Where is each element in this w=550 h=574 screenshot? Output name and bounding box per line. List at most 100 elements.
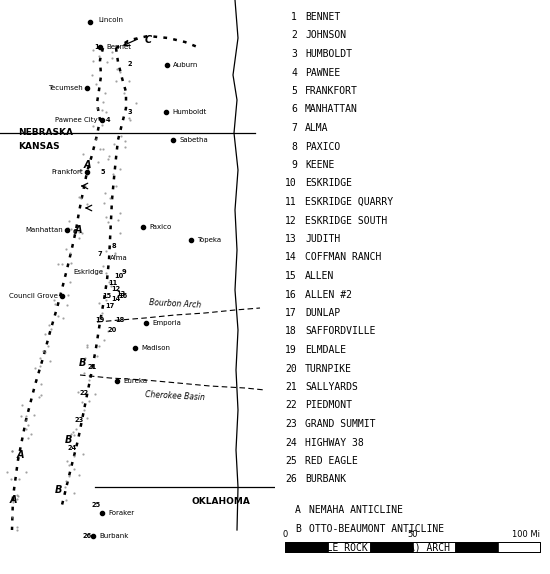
Text: SAFFORDVILLE: SAFFORDVILLE [305, 327, 376, 336]
Text: BURBANK: BURBANK [305, 475, 346, 484]
Text: ESKRIDGE QUARRY: ESKRIDGE QUARRY [305, 197, 393, 207]
Text: 25: 25 [285, 456, 297, 466]
Text: 23: 23 [285, 419, 297, 429]
Text: 4: 4 [106, 117, 111, 123]
Text: RED EAGLE: RED EAGLE [305, 456, 358, 466]
Bar [370, 542, 412, 552]
Text: C: C [295, 542, 301, 552]
Text: 6: 6 [73, 229, 78, 235]
Text: 13: 13 [285, 234, 297, 244]
Text: 10: 10 [285, 179, 297, 188]
Text: 26: 26 [82, 533, 92, 539]
Text: 7: 7 [291, 123, 297, 133]
Text: Auburn: Auburn [173, 62, 199, 68]
Text: 2: 2 [128, 61, 133, 67]
Text: Frankfort: Frankfort [51, 169, 83, 175]
Text: TURNPIKE: TURNPIKE [305, 363, 352, 374]
Text: Paxico: Paxico [149, 224, 171, 230]
Text: Council Grove: Council Grove [9, 293, 58, 299]
Text: 11: 11 [108, 280, 118, 286]
Text: 2: 2 [291, 30, 297, 41]
Text: Emporia: Emporia [152, 320, 181, 326]
Text: 23: 23 [74, 417, 84, 423]
Text: 19: 19 [95, 317, 104, 323]
Text: Humboldt: Humboldt [172, 109, 206, 115]
Text: 15: 15 [285, 271, 297, 281]
Text: 3: 3 [291, 49, 297, 59]
Text: ESKRIDGE SOUTH: ESKRIDGE SOUTH [305, 215, 387, 226]
Text: C: C [145, 35, 152, 45]
Text: 26: 26 [285, 475, 297, 484]
Text: HUMBOLDT: HUMBOLDT [305, 49, 352, 59]
Text: Manhattan: Manhattan [25, 227, 63, 233]
Text: Madison: Madison [141, 345, 170, 351]
Text: 20: 20 [285, 363, 297, 374]
Text: Alma: Alma [110, 255, 128, 261]
Text: 8: 8 [291, 142, 297, 152]
Text: 12: 12 [285, 215, 297, 226]
Text: ALMA: ALMA [305, 123, 328, 133]
Text: A: A [83, 160, 91, 170]
Text: 5: 5 [101, 169, 105, 175]
Text: 13: 13 [117, 291, 125, 297]
Text: ALLEN #2: ALLEN #2 [305, 289, 352, 300]
Text: 25: 25 [91, 502, 101, 508]
Text: 22: 22 [285, 401, 297, 410]
Text: 22: 22 [79, 390, 89, 396]
Text: Foraker: Foraker [108, 510, 134, 516]
Text: 8: 8 [112, 243, 116, 249]
Text: COFFMAN RANCH: COFFMAN RANCH [305, 253, 381, 262]
Text: OTTO-BEAUMONT ANTICLINE: OTTO-BEAUMONT ANTICLINE [309, 523, 444, 533]
Text: B: B [78, 358, 86, 368]
Text: TABLE ROCK (NEMAHA) ARCH: TABLE ROCK (NEMAHA) ARCH [309, 542, 450, 552]
Text: 17: 17 [285, 308, 297, 318]
Text: Pawnee City: Pawnee City [56, 117, 98, 123]
Text: BENNET: BENNET [305, 12, 340, 22]
Text: 9: 9 [291, 160, 297, 170]
Bar [327, 542, 370, 552]
Text: KEENE: KEENE [305, 160, 334, 170]
Text: Burbank: Burbank [99, 533, 128, 539]
Text: JUDITH: JUDITH [305, 234, 340, 244]
Bar [455, 542, 498, 552]
Text: PIEDMONT: PIEDMONT [305, 401, 352, 410]
Bar [285, 542, 540, 552]
Text: GRAND SUMMIT: GRAND SUMMIT [305, 419, 376, 429]
Text: ALLEN: ALLEN [305, 271, 334, 281]
Text: HIGHWAY 38: HIGHWAY 38 [305, 437, 364, 448]
Text: 14: 14 [285, 253, 297, 262]
Text: 15: 15 [102, 293, 112, 299]
Text: Tecumseh: Tecumseh [48, 85, 83, 91]
Text: 14: 14 [111, 296, 120, 302]
Text: 17: 17 [106, 303, 114, 309]
Text: A: A [295, 505, 301, 515]
Text: A: A [74, 225, 82, 235]
Text: 16: 16 [285, 289, 297, 300]
Text: 18: 18 [285, 327, 297, 336]
Text: Bennet: Bennet [106, 44, 131, 50]
Text: B: B [64, 435, 72, 445]
Text: 1: 1 [291, 12, 297, 22]
Text: 11: 11 [285, 197, 297, 207]
Text: 100 Mi: 100 Mi [512, 530, 540, 539]
Text: 18: 18 [116, 317, 125, 323]
Text: OKLAHOMA: OKLAHOMA [192, 497, 251, 506]
Text: 10: 10 [114, 273, 124, 279]
Text: 21: 21 [285, 382, 297, 392]
Text: B: B [54, 485, 62, 495]
Text: KANSAS: KANSAS [18, 142, 59, 151]
Text: MANHATTAN: MANHATTAN [305, 104, 358, 114]
Text: 12: 12 [111, 286, 120, 292]
Text: 5: 5 [291, 86, 297, 96]
Text: 4: 4 [291, 68, 297, 77]
Text: 24: 24 [67, 445, 76, 451]
Text: Bourbon Arch: Bourbon Arch [148, 298, 201, 310]
Text: 20: 20 [107, 327, 117, 333]
Text: 6: 6 [291, 104, 297, 114]
Text: NEMAHA ANTICLINE: NEMAHA ANTICLINE [309, 505, 403, 515]
Text: B: B [295, 523, 301, 533]
Bar [412, 542, 455, 552]
Text: SALLYARDS: SALLYARDS [305, 382, 358, 392]
Text: 3: 3 [128, 109, 133, 115]
Text: 9: 9 [122, 269, 126, 275]
